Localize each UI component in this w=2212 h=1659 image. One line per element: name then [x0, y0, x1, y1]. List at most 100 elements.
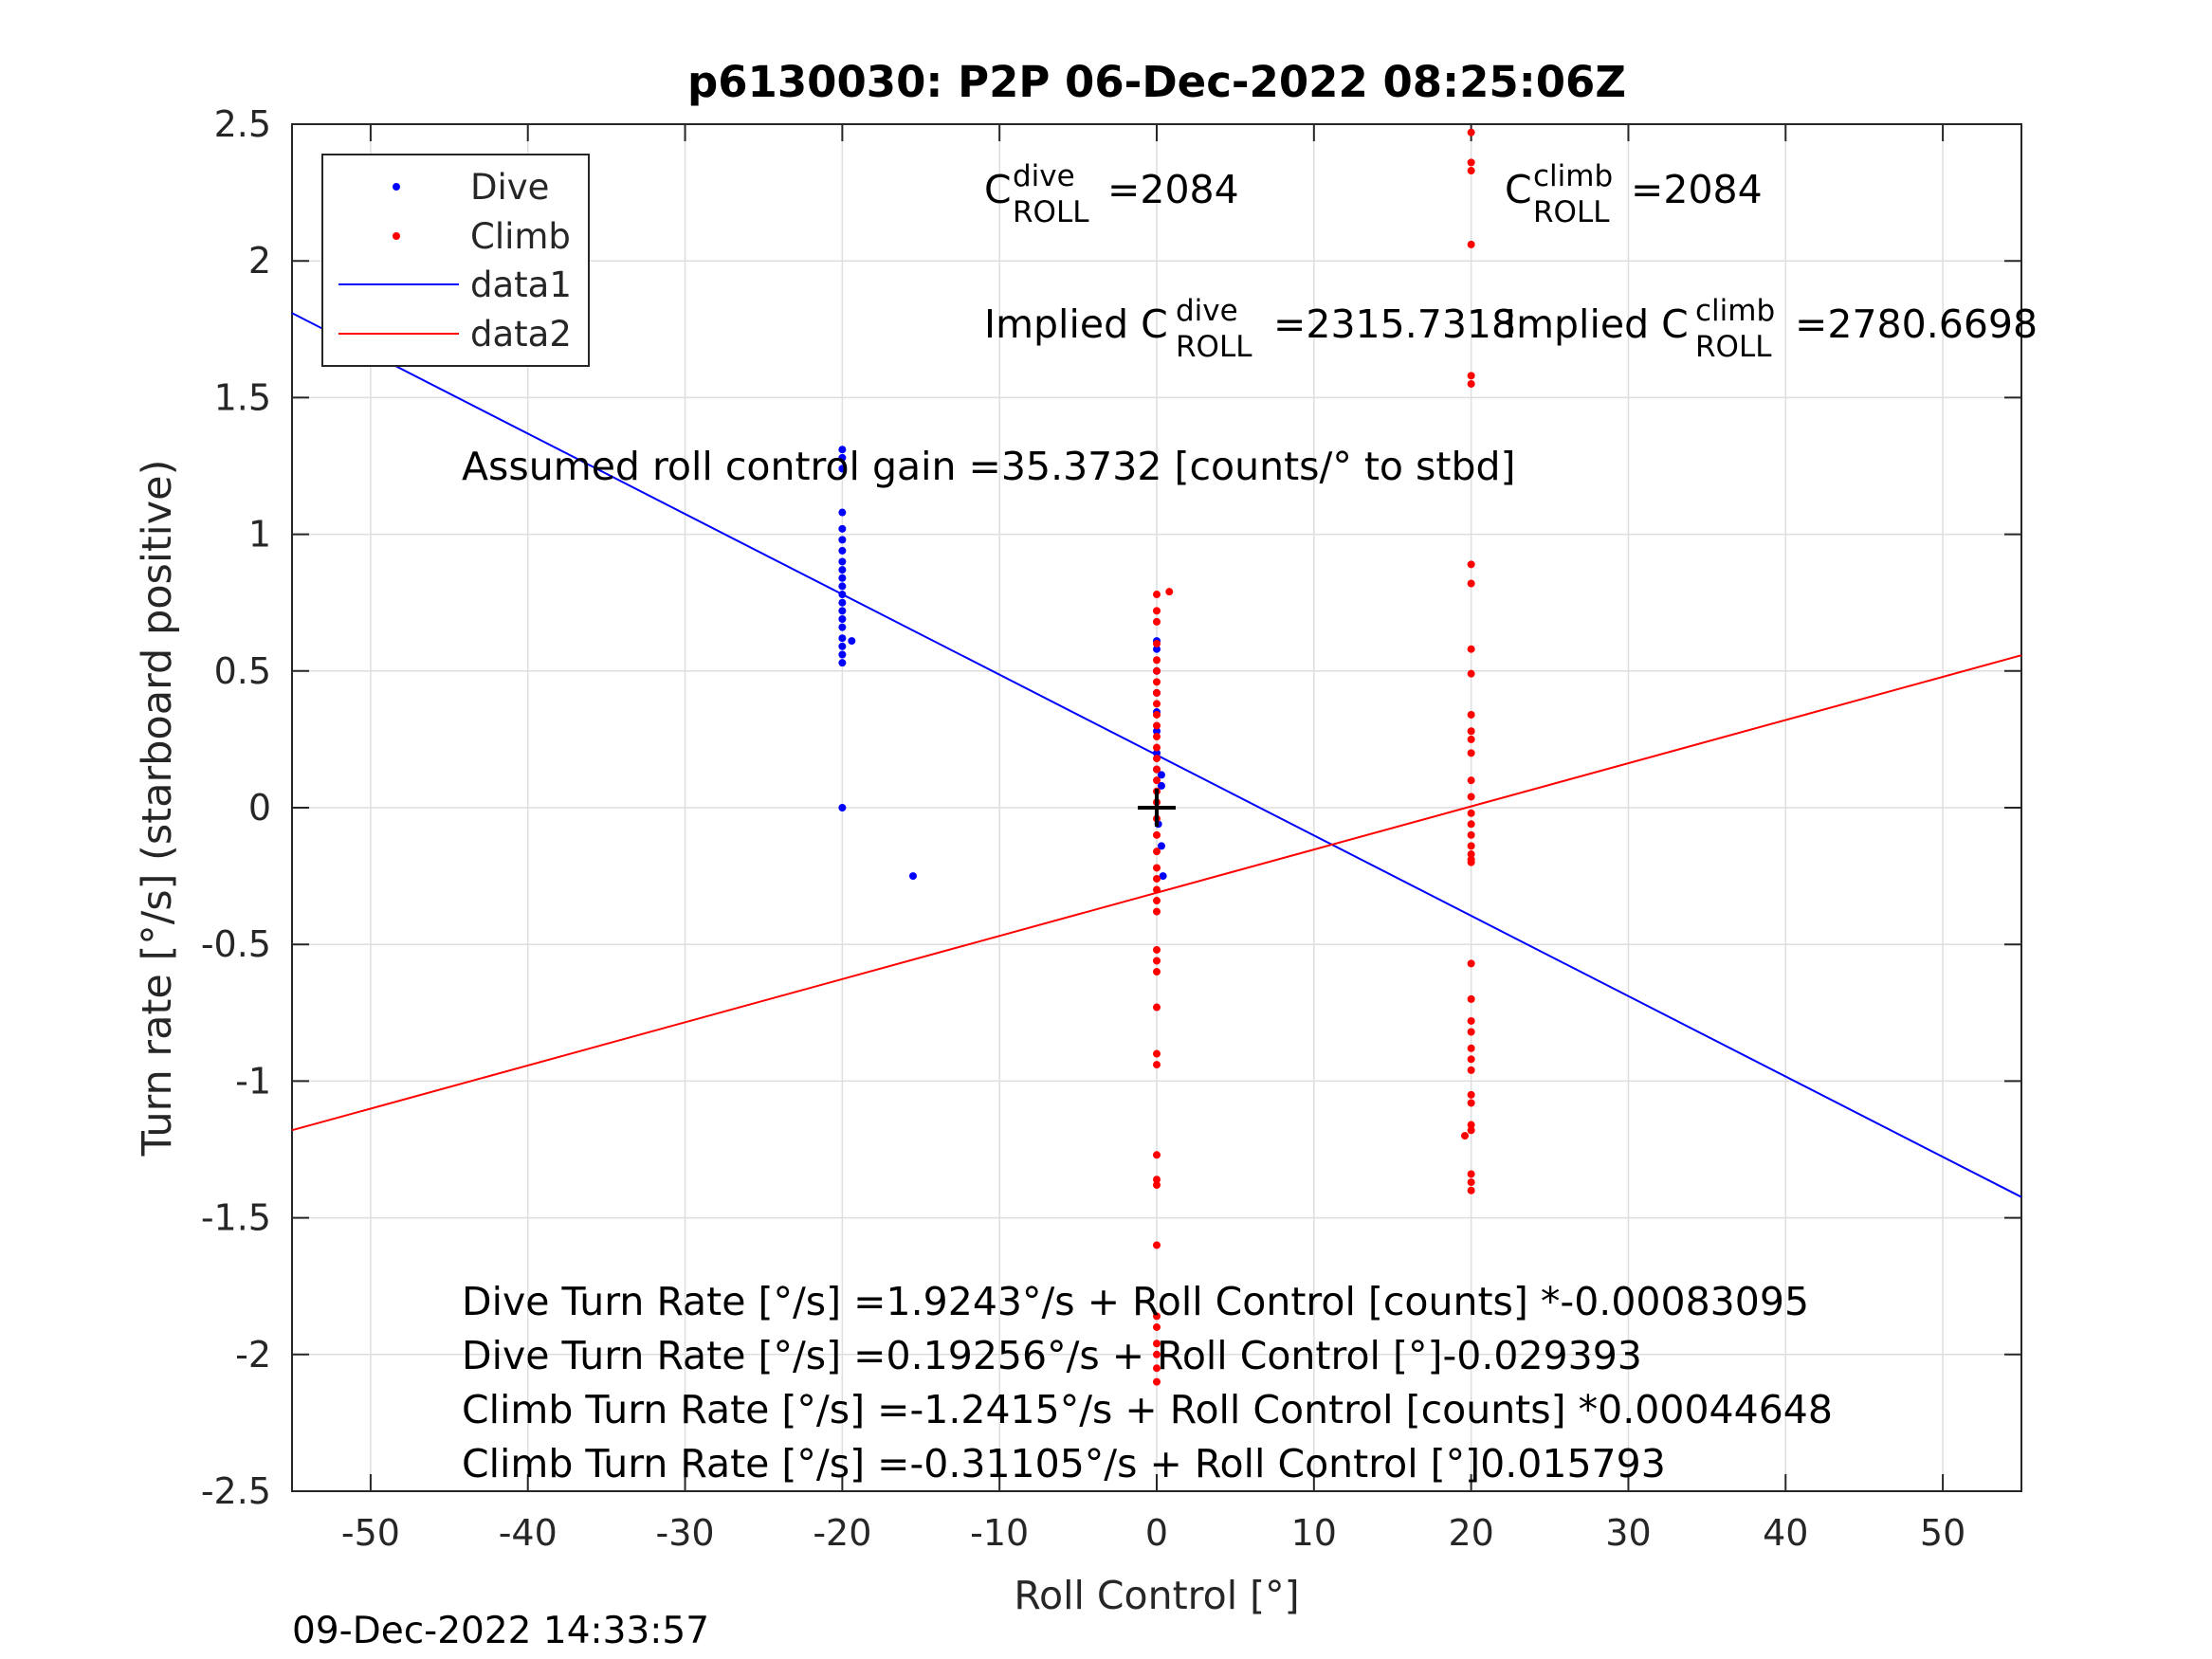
data-point-climb — [1153, 617, 1161, 626]
implied-c-dive-subscript: ROLL — [1176, 330, 1252, 364]
y-tick-label: -0.5 — [201, 923, 271, 965]
y-tick-label: 2 — [248, 240, 271, 282]
data-point-dive — [1157, 781, 1165, 790]
y-tick-label: -1 — [235, 1060, 271, 1102]
x-tick-label: 20 — [1448, 1512, 1493, 1554]
data-point-dive — [1153, 749, 1161, 757]
data-point-climb — [1467, 842, 1475, 850]
x-tick-label: 0 — [1145, 1512, 1168, 1554]
axes — [291, 123, 2022, 1492]
data-point-climb — [1153, 1364, 1161, 1373]
data-point-climb — [1153, 1350, 1161, 1358]
data-point-dive — [838, 557, 847, 566]
equation-climb-degrees: Climb Turn Rate [°/s] =-0.31105°/s + Rol… — [462, 1441, 1666, 1486]
data-point-dive — [838, 607, 847, 615]
tick-labels: -50 -40 -30 -20 -10 0 10 20 30 40 50 2.5 2 1.5 1 0.5 0 -0… — [201, 103, 1965, 1554]
data-point-dive — [838, 598, 847, 607]
x-tick-label: -20 — [813, 1512, 871, 1554]
data-point-climb — [1467, 167, 1475, 175]
gain-annotation: Assumed roll control gain =35.3732 [coun… — [462, 444, 1516, 489]
data-point-climb — [1153, 607, 1161, 615]
axes-box — [291, 123, 2022, 1492]
data-point-climb — [1467, 1090, 1475, 1099]
data-point-climb — [1153, 1180, 1161, 1189]
data-point-climb — [1467, 1028, 1475, 1036]
x-tick-label: -30 — [656, 1512, 715, 1554]
y-tick-label: 1 — [248, 514, 271, 556]
legend-label-data2: data2 — [470, 314, 572, 355]
data-point-dive — [838, 591, 847, 599]
implied-c-climb-annotation: Implied C climb ROLL =2780.6698 — [1505, 284, 2038, 366]
data-point-dive — [838, 582, 847, 591]
data-point-dive — [838, 508, 847, 517]
legend-box — [321, 154, 590, 367]
data-point-climb — [1153, 656, 1161, 665]
data-point-dive — [838, 546, 847, 555]
data-point-climb — [1153, 885, 1161, 894]
data-point-dive — [838, 615, 847, 624]
legend: Dive Climb data1 data2 — [321, 154, 590, 367]
data-point-dive — [838, 642, 847, 650]
c-climb-superscript: climb — [1533, 159, 1613, 193]
data-point-dive — [838, 453, 847, 462]
y-tick-label: 2.5 — [214, 103, 271, 145]
data-point-climb — [1467, 1066, 1475, 1074]
data-point-climb — [1153, 830, 1161, 839]
data-point-dive — [908, 872, 917, 881]
x-tick-label: -10 — [970, 1512, 1029, 1554]
implied-c-climb-value: =2780.6698 — [1795, 301, 2038, 347]
y-tick-label: 0 — [248, 787, 271, 829]
data-point-climb — [1467, 379, 1475, 388]
data-point-climb — [1467, 727, 1475, 736]
implied-c-dive-prefix: Implied C — [984, 301, 1168, 347]
data-point-climb — [1153, 639, 1161, 647]
implied-c-climb-superscript: climb — [1695, 294, 1775, 328]
data-point-dive — [838, 659, 847, 667]
data-point-climb — [1165, 588, 1174, 596]
c-dive-annotation: C dive ROLL =2084 — [984, 150, 1239, 231]
data-point-climb — [1467, 579, 1475, 588]
c-climb-subscript: ROLL — [1533, 195, 1610, 229]
data-point-dive — [838, 634, 847, 643]
data-point-climb — [1153, 1377, 1161, 1386]
legend-label-climb: Climb — [470, 216, 571, 257]
data-point-climb — [1467, 793, 1475, 801]
data-point-climb — [1153, 1312, 1161, 1321]
y-tick-label: 0.5 — [214, 650, 271, 692]
data-point-dive — [838, 446, 847, 454]
data-point-climb — [1153, 688, 1161, 697]
data-point-climb — [1153, 755, 1161, 763]
data-point-climb — [1153, 1061, 1161, 1069]
data-point-climb — [1153, 874, 1161, 883]
data-point-dive — [1159, 872, 1167, 881]
legend-marker-dive — [393, 183, 400, 191]
data-point-climb — [1467, 372, 1475, 380]
data-point-dive — [838, 465, 847, 473]
x-tick-label: 40 — [1763, 1512, 1808, 1554]
data-point-climb — [1153, 1322, 1161, 1331]
data-point-dive — [848, 637, 856, 646]
data-point-dive — [1153, 645, 1161, 653]
data-point-climb — [1153, 710, 1161, 719]
data-point-climb — [1153, 968, 1161, 976]
data-point-climb — [1467, 735, 1475, 743]
x-tick-label: 30 — [1605, 1512, 1651, 1554]
data-point-climb — [1467, 776, 1475, 785]
equation-dive-counts: Dive Turn Rate [°/s] =1.9243°/s + Roll C… — [462, 1279, 1809, 1324]
data-point-climb — [1467, 858, 1475, 866]
data-point-climb — [1153, 1340, 1161, 1348]
c-dive-value: =2084 — [1107, 167, 1239, 212]
data-point-climb — [1153, 666, 1161, 675]
x-tick-label: 10 — [1291, 1512, 1337, 1554]
data-point-climb — [1467, 959, 1475, 968]
legend-label-dive: Dive — [470, 167, 549, 208]
implied-c-climb-prefix: Implied C — [1505, 301, 1689, 347]
data-point-climb — [1153, 897, 1161, 905]
data-point-dive — [838, 524, 847, 533]
data-point-climb — [1153, 700, 1161, 708]
data-point-climb — [1461, 1132, 1470, 1140]
data-point-climb — [1153, 776, 1161, 785]
implied-c-dive-value: =2315.7318 — [1273, 301, 1516, 347]
data-point-dive — [838, 623, 847, 631]
data-point-climb — [1467, 669, 1475, 678]
